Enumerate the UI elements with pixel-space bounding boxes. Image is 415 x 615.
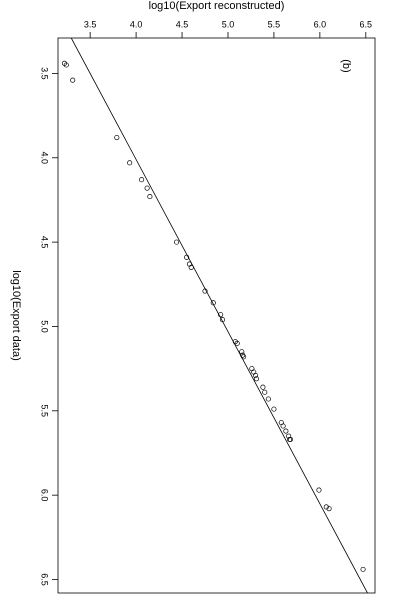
point <box>271 406 277 412</box>
y-tick-label: 6.5 <box>360 19 373 29</box>
x-tick-label: 6.5 <box>40 573 50 586</box>
point <box>70 77 76 83</box>
reference-line <box>70 38 368 593</box>
point <box>139 177 145 183</box>
x-tick-label: 4.0 <box>40 152 50 165</box>
point <box>147 194 153 200</box>
point <box>253 372 259 378</box>
panel-label: (b) <box>340 59 352 72</box>
x-tick-label: 4.5 <box>40 236 50 249</box>
plot-frame <box>57 37 376 594</box>
point <box>262 389 268 395</box>
point <box>184 254 190 260</box>
x-tick-label: 5.5 <box>40 405 50 418</box>
point <box>283 428 289 434</box>
point <box>326 506 332 512</box>
point <box>234 340 240 346</box>
y-tick-label: 5.0 <box>222 19 235 29</box>
y-tick-label: 4.5 <box>176 19 189 29</box>
x-axis-title: log10(Export data) <box>10 270 22 361</box>
x-tick-label: 5.0 <box>40 320 50 333</box>
point <box>239 349 245 355</box>
y-axis-title: log10(Export reconstructed) <box>149 0 285 12</box>
y-tick-label: 3.5 <box>84 19 97 29</box>
point <box>202 288 208 294</box>
point <box>210 300 216 306</box>
point <box>260 384 266 390</box>
point <box>218 312 224 318</box>
point <box>316 487 322 493</box>
point <box>63 62 69 68</box>
y-tick-label: 4.0 <box>130 19 143 29</box>
point <box>219 317 226 323</box>
y-tick-label: 5.5 <box>268 19 281 29</box>
point <box>360 566 366 572</box>
point <box>253 376 260 382</box>
x-tick-label: 3.5 <box>40 67 50 80</box>
point <box>265 396 271 402</box>
point <box>127 160 133 166</box>
point <box>188 264 194 270</box>
point <box>280 423 286 429</box>
point <box>173 239 180 245</box>
y-tick-label: 6.0 <box>314 19 327 29</box>
point <box>287 436 294 443</box>
x-tick-label: 6.0 <box>40 489 50 502</box>
point <box>241 354 247 360</box>
point <box>114 134 120 141</box>
point <box>144 185 150 191</box>
point <box>323 504 329 510</box>
